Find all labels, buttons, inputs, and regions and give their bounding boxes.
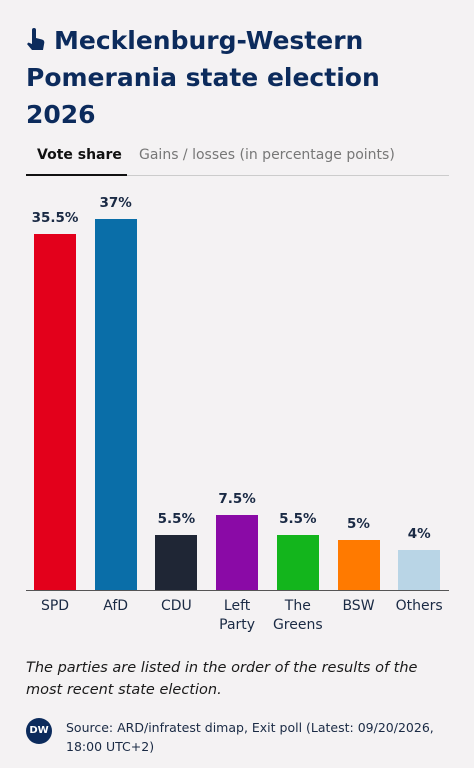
title: Mecklenburg-Western Pomerania state elec… <box>26 22 456 133</box>
category-label: Left Party <box>219 598 256 633</box>
logo: DW <box>26 718 52 744</box>
bar <box>276 534 319 590</box>
value-label: 35.5% <box>31 210 79 227</box>
tab-rule <box>26 175 449 176</box>
bar <box>398 549 441 590</box>
bar <box>337 539 380 590</box>
value-label: 7.5% <box>218 490 256 507</box>
bar <box>34 234 76 590</box>
hand-icon <box>27 28 45 50</box>
bar <box>155 534 198 590</box>
category-label: Others <box>395 598 443 614</box>
title-text: Mecklenburg-Western Pomerania state elec… <box>26 26 380 129</box>
bar <box>94 219 137 590</box>
value-label: 37% <box>99 195 132 211</box>
value-label: 5.5% <box>157 510 196 527</box>
value-label: 4% <box>407 525 431 542</box>
bar <box>216 514 259 590</box>
value-label: 5.5% <box>279 510 317 527</box>
category-label: AfD <box>103 598 129 614</box>
tab[interactable]: Gains / losses (in percentage points) <box>139 147 395 163</box>
category-label: SPD <box>40 598 70 614</box>
category-label: The Greens <box>272 598 323 633</box>
category-label: CDU <box>160 598 192 614</box>
value-label: 5% <box>347 515 370 532</box>
note: The parties are listed in the order of t… <box>26 660 418 698</box>
tab[interactable]: Vote share <box>37 147 122 163</box>
source: Source: ARD/infratest dimap, Exit poll (… <box>66 720 434 754</box>
tab-underline <box>26 174 127 176</box>
category-label: BSW <box>342 598 375 614</box>
baseline <box>26 590 449 591</box>
